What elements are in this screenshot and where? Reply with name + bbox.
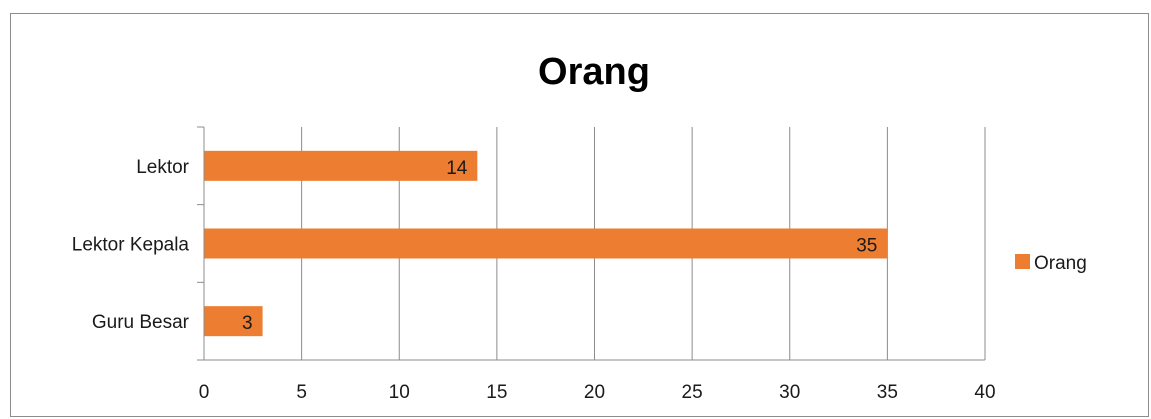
- labels: 0 5 10 15 20 25 30 35 40 Lektor 14 Lektor Kepala 35 G…: [72, 157, 996, 403]
- bar-guru-besar: [204, 306, 263, 337]
- x-tick-label: 10: [389, 382, 410, 403]
- x-tick-label: 35: [877, 382, 898, 403]
- x-tick-label: 30: [779, 382, 800, 403]
- data-label: 3: [242, 313, 253, 334]
- chart-title: Orang: [538, 51, 650, 93]
- data-label: 35: [856, 236, 877, 257]
- category-label: Guru Besar: [92, 312, 190, 333]
- category-label: Lektor Kepala: [72, 235, 190, 256]
- data-label: 14: [446, 158, 468, 179]
- x-tick-label: 40: [974, 382, 995, 403]
- bars: [204, 150, 888, 337]
- axes: [197, 126, 985, 361]
- x-tick-label: 20: [584, 382, 605, 403]
- x-tick-label: 25: [682, 382, 703, 403]
- x-tick-label: 15: [486, 382, 507, 403]
- x-tick-label: 0: [199, 382, 210, 403]
- legend-label: Orang: [1034, 253, 1087, 274]
- category-label: Lektor: [136, 157, 189, 178]
- chart-frame: [10, 13, 1149, 417]
- legend: Orang: [1015, 253, 1087, 274]
- legend-swatch: [1015, 254, 1030, 269]
- bar-lektor: [204, 150, 478, 181]
- x-tick-label: 5: [296, 382, 307, 403]
- bar-lektor-kepala: [204, 228, 888, 259]
